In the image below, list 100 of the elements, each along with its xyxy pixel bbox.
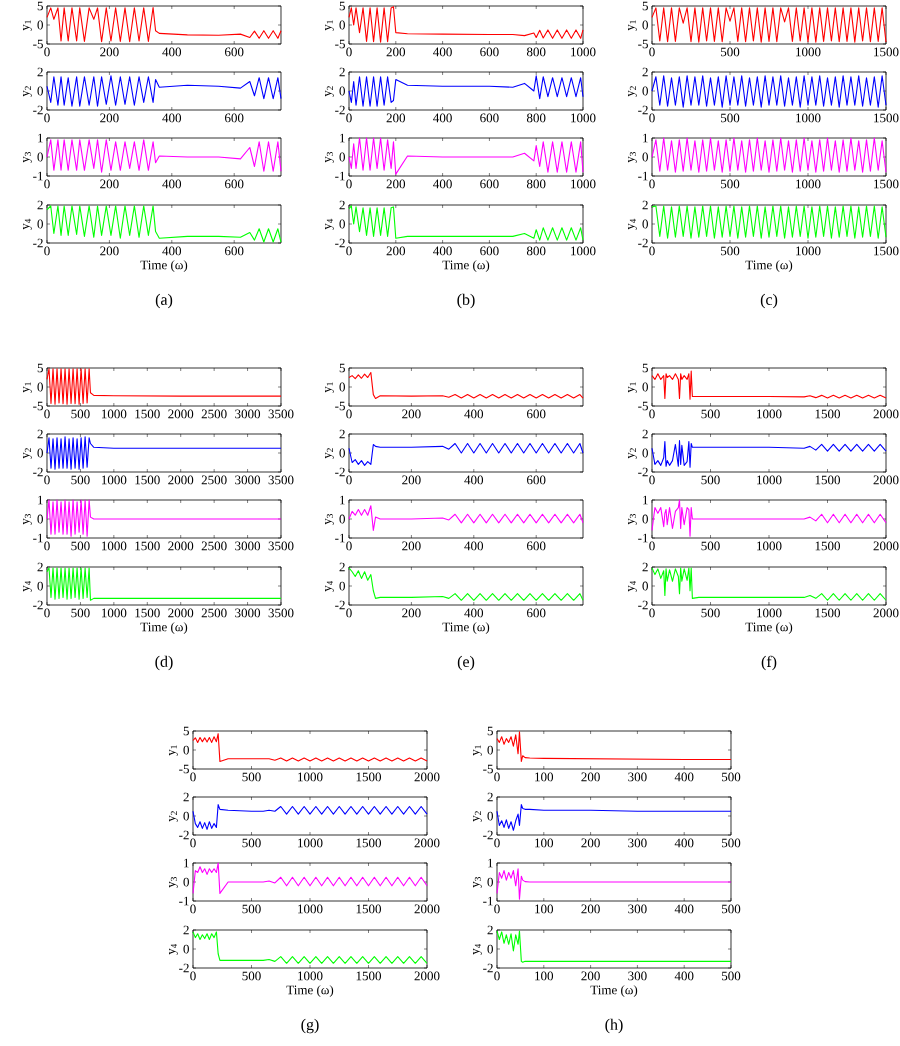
y-tick-label: 0 — [183, 745, 189, 755]
line-series — [651, 137, 887, 173]
x-tick-label: 3000 — [235, 475, 261, 485]
y-tick-label: 2 — [339, 67, 345, 77]
x-tick-label: 1500 — [135, 608, 160, 618]
line-series — [348, 442, 584, 466]
x-tick-label: 1000 — [757, 409, 782, 419]
x-tick-label: 600 — [480, 113, 499, 123]
x-tick-label: 2500 — [201, 541, 227, 551]
y-tick-label: 0 — [339, 20, 345, 30]
x-tick-label: 1000 — [796, 113, 821, 123]
x-tick-label: 200 — [386, 113, 406, 123]
text: (g) — [301, 1018, 319, 1034]
x-tick-label: 500 — [71, 475, 90, 485]
y-tick-label: -2 — [638, 600, 648, 610]
x-tick-label: 0 — [190, 904, 196, 914]
y-tick-label: 0 — [642, 382, 648, 392]
y-axis-title: y$_{1}$ — [628, 20, 637, 31]
y-tick-label: 0 — [37, 514, 43, 524]
x-tick-label: 3500 — [268, 608, 294, 618]
y-axis-title: y$_{3}$ — [325, 152, 334, 163]
y-tick-label: -5 — [638, 401, 648, 411]
y-tick-label: 1 — [38, 133, 43, 143]
y-tick-label: 0 — [642, 448, 648, 458]
x-tick-label: 0 — [190, 971, 196, 981]
text: (b) — [457, 293, 475, 309]
x-tick-label: 200 — [386, 47, 406, 57]
y-tick-label: 5 — [487, 726, 493, 736]
x-tick-label: 2000 — [168, 541, 194, 551]
x-tick-label: 400 — [433, 113, 452, 123]
x-tick-label: 600 — [527, 541, 546, 551]
x-tick-label: 3500 — [268, 409, 294, 419]
x-tick-label: 500 — [701, 475, 720, 485]
x-tick-label: 200 — [581, 772, 600, 782]
y-tick-label: -5 — [179, 764, 189, 774]
y-tick-label: -2 — [335, 467, 345, 477]
x-tick-label: 1500 — [135, 475, 160, 485]
x-tick-label: 1000 — [796, 47, 821, 57]
x-tick-label: 400 — [674, 971, 694, 981]
y-tick-label: -1 — [638, 533, 648, 543]
y-axis-title: y$_{2}$ — [23, 86, 32, 97]
y-tick-label: 2 — [642, 200, 648, 210]
y-tick-label: -1 — [483, 896, 493, 906]
text: (f) — [761, 655, 777, 671]
x-tick-label: 400 — [464, 409, 484, 419]
x-tick-label: 1500 — [815, 409, 841, 419]
y-tick-label: 0 — [642, 152, 648, 162]
x-tick-label: 500 — [242, 772, 261, 782]
y-tick-label: 0 — [642, 20, 648, 30]
text: (c) — [760, 293, 778, 309]
x-tick-label: 500 — [71, 541, 90, 551]
x-tick-label: 500 — [722, 838, 741, 848]
x-tick-label: 100 — [535, 971, 554, 981]
y-tick-label: -1 — [335, 171, 345, 181]
x-tick-label: 200 — [100, 179, 119, 189]
x-tick-label: 500 — [722, 971, 741, 981]
y-tick-label: 5 — [642, 1, 648, 11]
x-tick-label: 500 — [242, 971, 261, 981]
x-tick-label: 400 — [674, 904, 694, 914]
y-axis-title: y$_{2}$ — [169, 811, 178, 822]
x-tick-label: 500 — [242, 904, 261, 914]
x-tick-label: 100 — [535, 838, 554, 848]
y-tick-label: -2 — [33, 238, 43, 248]
y-tick-label: -2 — [335, 600, 345, 610]
x-tick-label: 2000 — [873, 608, 899, 618]
x-tick-label: 600 — [527, 608, 546, 618]
x-axis-title: Time (ω) — [745, 260, 793, 272]
x-tick-label: 500 — [721, 179, 740, 189]
x-tick-label: 500 — [71, 608, 90, 618]
x-tick-label: 2000 — [168, 475, 194, 485]
line-series — [46, 6, 282, 43]
x-tick-label: 0 — [494, 904, 500, 914]
x-tick-label: 600 — [480, 246, 499, 256]
x-tick-label: 800 — [526, 246, 546, 256]
y-tick-label: -2 — [33, 105, 43, 115]
y-tick-label: 0 — [487, 811, 493, 821]
x-tick-label: 1000 — [757, 541, 782, 551]
x-tick-label: 500 — [722, 772, 741, 782]
text: (a) — [155, 293, 173, 309]
y-tick-label: 0 — [487, 877, 493, 887]
y-tick-label: 0 — [183, 877, 189, 887]
y-tick-label: 1 — [643, 495, 648, 505]
y-tick-label: -5 — [335, 39, 345, 49]
x-tick-label: 1000 — [796, 246, 821, 256]
y-axis-title: y$_{2}$ — [628, 448, 637, 459]
x-tick-label: 400 — [433, 179, 452, 189]
line-series — [651, 7, 887, 43]
x-tick-label: 200 — [386, 179, 406, 189]
y-axis-title: y$_{3}$ — [628, 152, 637, 163]
x-tick-label: 1500 — [815, 541, 841, 551]
y-tick-label: 2 — [339, 562, 345, 572]
x-axis-title: Time (ω) — [442, 622, 490, 634]
y-axis-title: y$_{2}$ — [325, 448, 334, 459]
x-tick-label: 3500 — [268, 475, 294, 485]
x-tick-label: 600 — [225, 246, 244, 256]
y-tick-label: 1 — [340, 495, 345, 505]
y-axis-title: y$_{1}$ — [169, 745, 178, 756]
line-series — [348, 567, 584, 601]
y-tick-label: 1 — [643, 133, 648, 143]
y-tick-label: 0 — [487, 745, 493, 755]
